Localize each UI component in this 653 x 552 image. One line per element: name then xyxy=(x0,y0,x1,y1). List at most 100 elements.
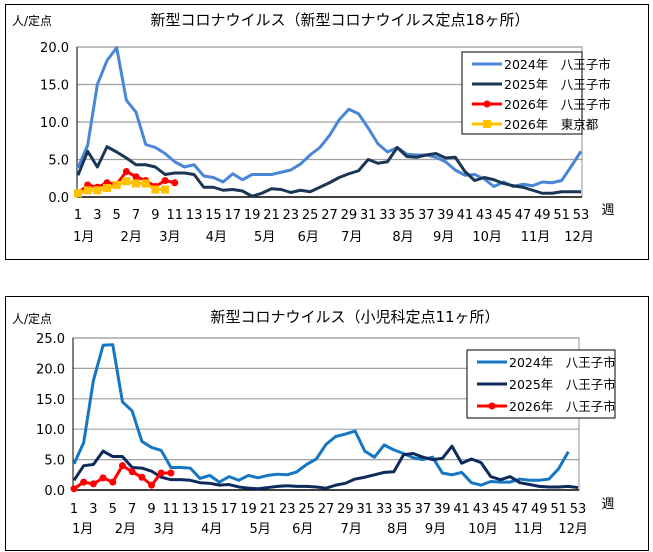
x-tick-label: 39 xyxy=(434,502,451,517)
x-tick-label: 27 xyxy=(318,502,335,517)
x-tick-label: 47 xyxy=(512,502,529,517)
x-tick-label: 45 xyxy=(492,502,509,517)
x-tick-label: 23 xyxy=(279,502,296,517)
chart-title: 新型コロナウイルス（新型コロナウイルス定点18ヶ所） xyxy=(150,11,529,29)
y-tick-label: 20.0 xyxy=(40,41,69,56)
series-line xyxy=(72,343,570,487)
x-tick-label: 5 xyxy=(109,502,117,517)
month-label: 12月 xyxy=(558,522,588,537)
y-axis-label: 人/定点 xyxy=(12,13,52,28)
data-point xyxy=(80,478,88,486)
y-tick-label: 10.0 xyxy=(40,116,69,131)
month-label: 11月 xyxy=(521,230,551,245)
x-tick-label: 35 xyxy=(399,208,416,223)
x-tick-label: 17 xyxy=(224,208,241,223)
data-point xyxy=(132,173,140,181)
x-tick-label: 37 xyxy=(415,502,432,517)
data-point xyxy=(83,186,92,195)
x-tick-label: 19 xyxy=(240,502,257,517)
x-axis-label: 週 xyxy=(601,203,614,218)
x-tick-label: 25 xyxy=(302,208,319,223)
y-tick-label: 15.0 xyxy=(40,79,69,94)
y-axis-label: 人/定点 xyxy=(12,311,52,326)
y-tick-label: 5.0 xyxy=(44,454,65,469)
month-label: 3月 xyxy=(159,230,180,245)
data-point xyxy=(161,177,169,184)
legend-label: 2026年 八王子市 xyxy=(509,399,616,414)
x-tick-label: 33 xyxy=(376,502,393,517)
x-tick-label: 31 xyxy=(356,502,373,517)
month-label: 12月 xyxy=(564,230,594,245)
month-label: 2月 xyxy=(121,230,142,245)
x-tick-label: 3 xyxy=(89,502,97,517)
month-label: 3月 xyxy=(153,522,174,537)
data-point xyxy=(89,480,97,488)
x-tick-label: 13 xyxy=(182,502,199,517)
data-point xyxy=(109,478,117,486)
y-tick-label: 20.0 xyxy=(36,362,65,377)
data-point xyxy=(122,168,130,175)
x-tick-label: 39 xyxy=(437,208,454,223)
x-tick-label: 27 xyxy=(321,208,338,223)
month-label: 9月 xyxy=(433,230,454,245)
data-point xyxy=(141,179,150,188)
legend-marker xyxy=(488,402,496,410)
x-tick-label: 41 xyxy=(453,502,470,517)
month-label: 1月 xyxy=(72,522,93,537)
y-tick-label: 0.0 xyxy=(44,484,65,499)
data-point xyxy=(171,179,179,187)
legend-label: 2026年 東京都 xyxy=(504,117,599,132)
y-tick-label: 0.0 xyxy=(48,191,69,206)
x-tick-label: 15 xyxy=(201,502,218,517)
data-point xyxy=(138,473,146,481)
month-label: 4月 xyxy=(206,230,227,245)
data-point xyxy=(128,468,136,476)
x-tick-label: 5 xyxy=(113,208,121,223)
y-tick-label: 15.0 xyxy=(36,393,65,408)
series-line xyxy=(76,46,583,188)
x-tick-label: 11 xyxy=(163,502,180,517)
data-point xyxy=(161,185,170,194)
x-tick-label: 15 xyxy=(205,208,222,223)
x-tick-label: 53 xyxy=(573,208,590,223)
data-point xyxy=(74,189,82,198)
month-label: 11月 xyxy=(514,522,544,537)
x-tick-label: 43 xyxy=(476,208,493,223)
legend xyxy=(461,51,583,135)
data-point xyxy=(157,469,165,477)
legend-label: 2026年 八王子市 xyxy=(504,97,611,112)
x-tick-label: 13 xyxy=(186,208,203,223)
x-tick-label: 41 xyxy=(457,208,474,223)
x-tick-label: 29 xyxy=(341,208,358,223)
legend-label: 2024年 八王子市 xyxy=(504,57,611,72)
data-point xyxy=(151,185,160,194)
data-point xyxy=(132,179,141,188)
month-label: 7月 xyxy=(341,230,362,245)
month-label: 8月 xyxy=(392,230,413,245)
x-tick-label: 23 xyxy=(283,208,300,223)
x-tick-label: 7 xyxy=(132,208,140,223)
chart-title: 新型コロナウイルス（小児科定点11ヶ所） xyxy=(210,308,499,326)
month-label: 1月 xyxy=(73,230,94,245)
x-tick-label: 47 xyxy=(515,208,532,223)
x-tick-label: 3 xyxy=(93,208,101,223)
x-tick-label: 21 xyxy=(263,208,280,223)
x-tick-label: 51 xyxy=(553,208,570,223)
x-tick-label: 49 xyxy=(531,502,548,517)
legend-label: 2025年 八王子市 xyxy=(504,77,611,92)
x-tick-label: 17 xyxy=(221,502,238,517)
month-label: 5月 xyxy=(254,230,275,245)
data-point xyxy=(167,469,175,477)
x-tick-label: 35 xyxy=(395,502,412,517)
x-tick-label: 21 xyxy=(260,502,277,517)
x-tick-label: 9 xyxy=(151,208,159,223)
x-tick-label: 1 xyxy=(70,502,78,517)
x-tick-label: 45 xyxy=(495,208,512,223)
x-tick-label: 53 xyxy=(570,502,587,517)
month-label: 10月 xyxy=(468,522,498,537)
month-label: 7月 xyxy=(341,522,362,537)
x-tick-label: 51 xyxy=(550,502,567,517)
data-point xyxy=(93,186,102,195)
data-point xyxy=(112,181,121,189)
month-label: 5月 xyxy=(249,522,270,537)
